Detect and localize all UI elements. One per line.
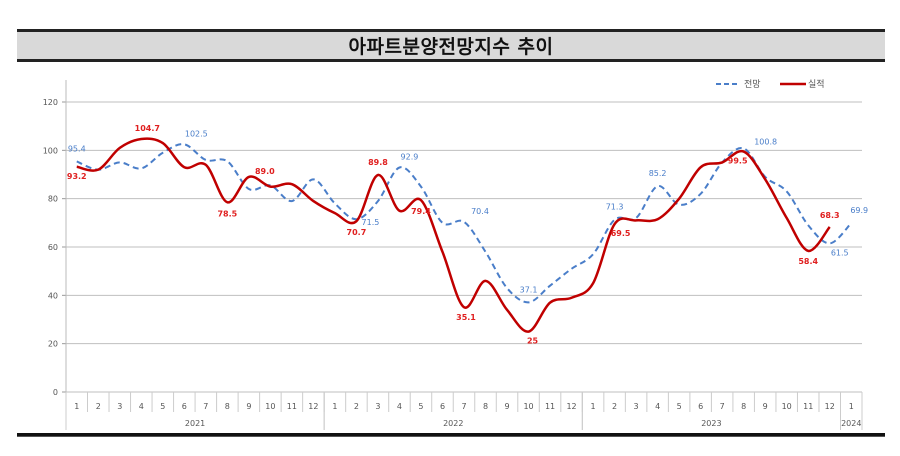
- x-month-label: 7: [720, 402, 725, 411]
- data-label: 69.5: [611, 229, 631, 238]
- data-labels: 95.4 102.5 71.5 92.9 70.4 37.1 71.3 85.2 100.8 61…: [67, 124, 868, 346]
- x-month-label: 4: [655, 402, 660, 411]
- x-month-label: 12: [566, 402, 576, 411]
- x-month-label: 2: [612, 402, 617, 411]
- data-label: 25: [527, 337, 539, 346]
- data-label: 71.3: [606, 203, 624, 212]
- legend: 전망 실적: [716, 78, 825, 90]
- x-month-label: 6: [440, 402, 445, 411]
- x-month-label: 7: [203, 402, 208, 411]
- x-month-label: 12: [825, 402, 835, 411]
- x-month-label: 6: [182, 402, 187, 411]
- data-label: 104.7: [135, 124, 160, 133]
- x-month-label: 1: [74, 402, 79, 411]
- y-tick-label: 40: [48, 291, 58, 300]
- data-label: 102.5: [185, 129, 208, 138]
- x-month-label: 2: [96, 402, 101, 411]
- x-month-label: 1: [849, 402, 854, 411]
- data-label: 69.9: [850, 206, 868, 215]
- x-month-label: 1: [591, 402, 596, 411]
- x-axis: 1 2 3 4 5 6 7 8 9 10 11 12 1 2 3 4 5 6 7 8 9 10 11 12 1 2 3 4 5 6 7 8 9 1…: [65, 392, 863, 430]
- x-month-label: 12: [308, 402, 318, 411]
- forecast-line: [76, 143, 852, 304]
- actual-line: [76, 137, 831, 333]
- data-label: 37.1: [520, 285, 538, 294]
- x-month-label: 10: [265, 402, 275, 411]
- data-label: 99.5: [728, 157, 748, 166]
- data-label: 71.5: [362, 218, 380, 227]
- x-month-label: 4: [397, 402, 402, 411]
- y-axis-ticks: 0 20 40 60 80 100 120: [43, 98, 58, 397]
- legend-actual-label: 실적: [808, 78, 825, 90]
- x-year-label: 2021: [185, 419, 205, 428]
- data-label: 85.2: [649, 169, 667, 178]
- x-month-label: 10: [782, 402, 792, 411]
- data-label: 78.5: [217, 209, 237, 218]
- y-tick-label: 80: [48, 195, 58, 204]
- x-month-label: 9: [504, 402, 509, 411]
- x-month-label: 1: [332, 402, 337, 411]
- data-label: 70.7: [347, 228, 367, 237]
- y-tick-label: 100: [43, 146, 58, 155]
- y-tick-label: 20: [48, 340, 58, 349]
- x-year-label: 2022: [443, 419, 463, 428]
- x-month-label: 3: [634, 402, 639, 411]
- data-label: 89.0: [255, 167, 275, 176]
- x-month-label: 5: [160, 402, 165, 411]
- chart-title: 아파트분양전망지수 추이: [348, 36, 554, 58]
- y-tick-label: 120: [43, 98, 58, 107]
- x-month-label: 6: [698, 402, 703, 411]
- x-month-label: 11: [287, 402, 297, 411]
- data-label: 95.4: [68, 144, 86, 153]
- x-month-label: 5: [418, 402, 423, 411]
- data-label: 68.3: [820, 211, 840, 220]
- x-month-label: 8: [483, 402, 488, 411]
- data-label: 58.4: [798, 257, 818, 266]
- x-month-label: 2: [354, 402, 359, 411]
- x-month-label: 8: [225, 402, 230, 411]
- series-lines: [76, 137, 852, 333]
- x-month-label: 9: [246, 402, 251, 411]
- x-month-label: 9: [763, 402, 768, 411]
- x-year-label: 2023: [701, 419, 721, 428]
- x-month-label: 10: [523, 402, 533, 411]
- x-month-label: 7: [461, 402, 466, 411]
- data-label: 92.9: [401, 152, 419, 161]
- x-month-label: 3: [117, 402, 122, 411]
- bottom-rule: [17, 433, 885, 437]
- x-month-label: 3: [375, 402, 380, 411]
- y-tick-label: 60: [48, 243, 58, 252]
- grid-lines: [62, 80, 862, 430]
- data-label: 79.4: [411, 207, 431, 216]
- x-month-label: 5: [677, 402, 682, 411]
- data-label: 35.1: [456, 313, 476, 322]
- x-month-label: 4: [139, 402, 144, 411]
- y-tick-label: 0: [53, 388, 58, 397]
- data-label: 61.5: [831, 248, 849, 257]
- x-year-label: 2024: [841, 419, 861, 428]
- data-label: 100.8: [754, 137, 777, 146]
- chart-title-bar: 아파트분양전망지수 추이: [17, 29, 885, 62]
- data-label: 93.2: [67, 172, 87, 181]
- x-month-label: 11: [545, 402, 555, 411]
- data-label: 70.4: [471, 207, 489, 216]
- legend-forecast-label: 전망: [744, 79, 761, 90]
- data-label: 89.8: [368, 158, 388, 167]
- x-month-label: 11: [803, 402, 813, 411]
- x-month-label: 8: [741, 402, 746, 411]
